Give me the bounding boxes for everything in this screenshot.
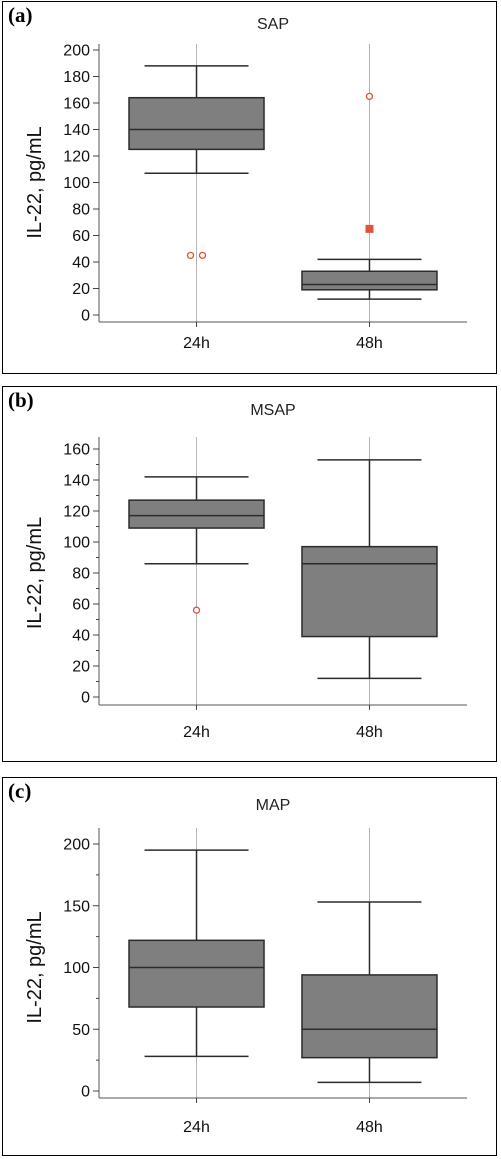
y-tick-label: 50 <box>72 1022 90 1039</box>
y-tick-label: 200 <box>63 43 90 60</box>
box-iqr <box>301 974 438 1059</box>
box-iqr <box>128 96 265 151</box>
y-tick-label: 80 <box>72 566 90 583</box>
outlier-marker <box>365 92 374 101</box>
x-tick-label: 24h <box>183 335 210 352</box>
y-tick-label: 140 <box>63 473 90 490</box>
chart-panel-sap: (a) SAP IL-22, pg/mL 0 20 40 60 80 100 120 140 160… <box>2 1 497 374</box>
y-tick-label: 180 <box>63 69 90 86</box>
y-tick-label: 120 <box>63 149 90 166</box>
outlier-marker <box>198 251 207 260</box>
chart-title: SAP <box>257 16 289 33</box>
y-tick-label: 150 <box>63 898 90 915</box>
y-axis-label: IL-22, pg/mL <box>24 517 46 629</box>
chart-panel-msap: (b) MSAP IL-22, pg/mL 0 20 40 60 80 100 120 140 16… <box>2 386 497 762</box>
x-tick-label: 24h <box>183 724 210 741</box>
outlier-marker <box>186 251 195 260</box>
box-iqr <box>128 939 265 1008</box>
y-axis-label: IL-22, pg/mL <box>24 126 46 238</box>
y-tick-label: 160 <box>63 442 90 459</box>
x-tick-label: 48h <box>356 1119 383 1136</box>
outlier-marker <box>192 606 201 614</box>
y-tick-label: 100 <box>63 175 90 192</box>
y-tick-label: 0 <box>81 1084 90 1101</box>
y-tick-label: 100 <box>63 960 90 977</box>
y-tick-label: 60 <box>72 228 90 245</box>
y-tick-label: 0 <box>81 308 90 325</box>
box-iqr <box>128 499 265 529</box>
chart-title: MSAP <box>250 402 295 419</box>
y-tick-label: 40 <box>72 255 90 272</box>
panel-label: (b) <box>8 388 34 412</box>
y-tick-label: 40 <box>72 628 90 645</box>
chart-title: MAP <box>256 797 291 814</box>
y-axis-label: IL-22, pg/mL <box>24 911 46 1023</box>
x-tick-label: 48h <box>356 724 383 741</box>
y-tick-label: 160 <box>63 96 90 113</box>
y-tick-label: 80 <box>72 202 90 219</box>
y-tick-label: 20 <box>72 659 90 676</box>
box-iqr <box>301 545 438 638</box>
y-tick-label: 20 <box>72 281 90 298</box>
box-iqr <box>301 270 438 291</box>
y-tick-label: 100 <box>63 535 90 552</box>
y-tick-label: 120 <box>63 504 90 521</box>
y-tick-label: 0 <box>81 690 90 707</box>
box-plot-msap: MSAP IL-22, pg/mL 0 20 40 60 80 100 120 140 160 24h… <box>24 402 467 741</box>
y-tick-label: 140 <box>63 122 90 139</box>
x-tick-label: 24h <box>183 1119 210 1136</box>
y-tick-label: 60 <box>72 597 90 614</box>
y-tick-label: 200 <box>63 837 90 854</box>
chart-panel-map: (c) MAP IL-22, pg/mL 0 50 100 150 200 24h 48h <box>2 777 497 1156</box>
outlier-marker <box>365 224 374 233</box>
box-plot-sap: SAP IL-22, pg/mL 0 20 40 60 80 100 120 140 160 180 2… <box>24 16 467 352</box>
panel-label: (a) <box>8 3 33 27</box>
x-tick-label: 48h <box>356 335 383 352</box>
box-plot-map: MAP IL-22, pg/mL 0 50 100 150 200 24h 48h <box>24 797 467 1136</box>
panel-label: (c) <box>8 779 32 803</box>
